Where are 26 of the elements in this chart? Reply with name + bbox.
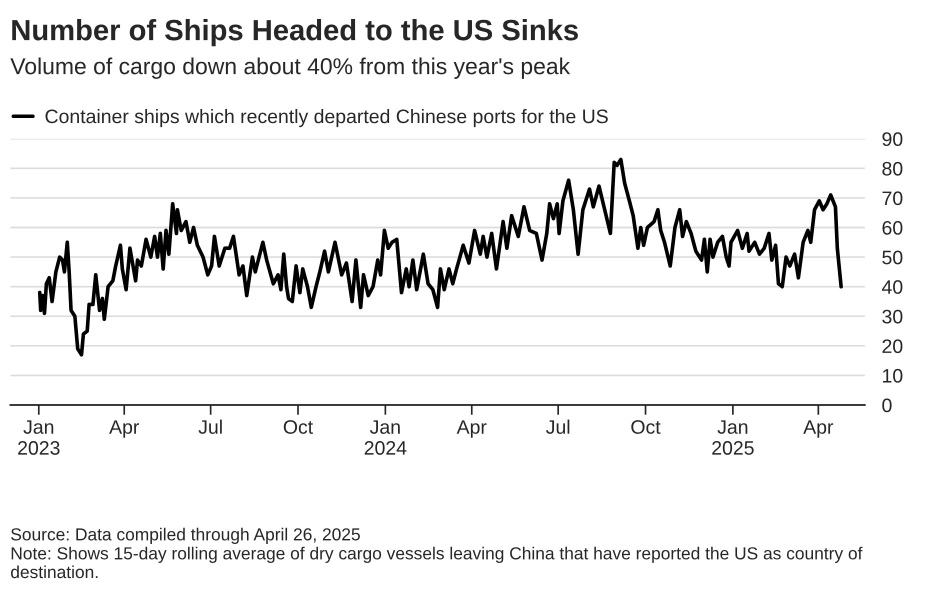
x-tick-label: Apr bbox=[109, 420, 140, 438]
y-tick-label: 60 bbox=[882, 220, 902, 235]
x-tick-label: Oct bbox=[284, 420, 313, 434]
x-tick-label: Apr bbox=[456, 420, 487, 438]
y-tick-label: 70 bbox=[882, 191, 902, 206]
y-tick-label: 50 bbox=[882, 250, 902, 264]
x-tick-label: Apr bbox=[803, 420, 834, 438]
legend-label: Container ships which recently departed Chinese ports for the US bbox=[46, 108, 608, 128]
source-note: Source: Data compiled through April 26, 2025 bbox=[11, 528, 360, 544]
y-tick-label: 40 bbox=[882, 280, 902, 294]
y-tick-label: 0 bbox=[882, 398, 892, 412]
text: Note: Shows 15-day rolling average of dry cargo vessels leaving China that have reported the US as country of destination. bbox=[11, 546, 862, 578]
y-tick-label: 30 bbox=[882, 310, 902, 324]
y-tick-label: 90 bbox=[882, 132, 902, 146]
y-tick-label: 10 bbox=[883, 368, 902, 383]
x-tick-label: Jan 2025 bbox=[712, 420, 754, 455]
chart-subtitle: Volume of cargo down about 40% from this year's peak bbox=[10, 58, 570, 79]
chart-title: Number of Ships Headed to the US Sinks bbox=[12, 19, 578, 46]
x-tick-label: Jul bbox=[546, 420, 570, 434]
x-tick-label: Jul bbox=[198, 420, 222, 434]
y-tick-label: 20 bbox=[882, 339, 902, 354]
x-tick-label: Jan 2023 bbox=[18, 420, 60, 455]
x-tick-label: Oct bbox=[631, 420, 661, 434]
line-series bbox=[38, 158, 843, 357]
y-tick-label: 80 bbox=[882, 162, 902, 176]
x-tick-label: Jan 2024 bbox=[364, 420, 406, 455]
